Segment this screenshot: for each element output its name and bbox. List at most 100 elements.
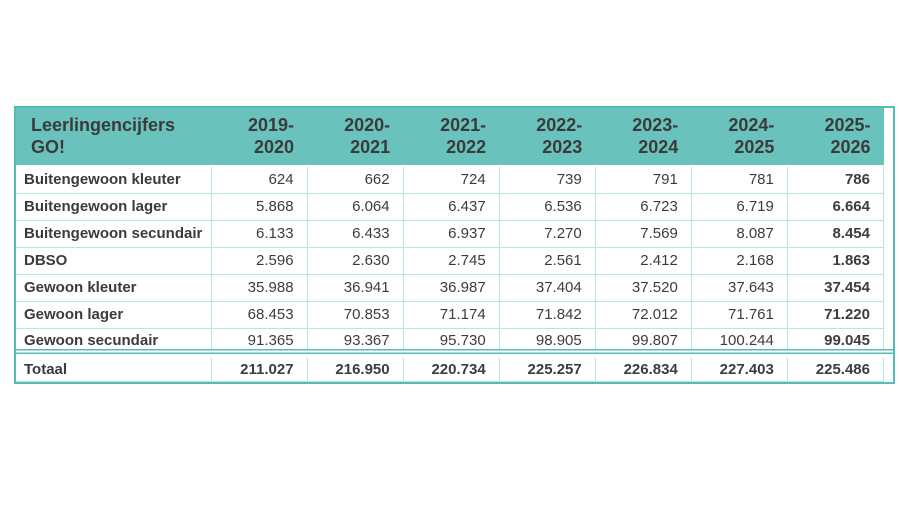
table-cell: 2.596 bbox=[210, 246, 308, 275]
year-header-line1: 2023- bbox=[632, 115, 679, 135]
table-row-dbso: DBSO 2.596 2.630 2.745 2.561 2.412 2.168… bbox=[16, 246, 885, 275]
table-cell: 68.453 bbox=[210, 300, 308, 329]
year-header-2023-2024: 2023- 2024 bbox=[595, 108, 692, 167]
table-cell: 36.987 bbox=[402, 273, 500, 302]
row-label: Gewoon kleuter bbox=[16, 273, 212, 302]
table-cell: 6.536 bbox=[498, 192, 596, 221]
data-table: Leerlingencijfers GO! 2019- 2020 2020- 2… bbox=[16, 108, 885, 382]
table-row-gewoon-lager: Gewoon lager 68.453 70.853 71.174 71.842… bbox=[16, 300, 885, 329]
year-header-2022-2023: 2022- 2023 bbox=[499, 108, 596, 167]
table-cell: 35.988 bbox=[210, 273, 308, 302]
table-cell: 71.842 bbox=[498, 300, 596, 329]
table-cell: 8.454 bbox=[786, 219, 885, 248]
table-cell: 6.433 bbox=[306, 219, 404, 248]
table-cell: 2.745 bbox=[402, 246, 500, 275]
table-cell: 95.730 bbox=[402, 327, 500, 356]
table-cell: 8.087 bbox=[690, 219, 788, 248]
table-cell: 71.174 bbox=[402, 300, 500, 329]
table-cell: 99.807 bbox=[594, 327, 692, 356]
table-cell: 36.941 bbox=[306, 273, 404, 302]
table-title: Leerlingencijfers GO! bbox=[16, 108, 211, 167]
table-cell: 37.404 bbox=[498, 273, 596, 302]
table-row-buitengewoon-kleuter: Buitengewoon kleuter 624 662 724 739 791… bbox=[16, 165, 885, 194]
leerlingencijfers-table: Leerlingencijfers GO! 2019- 2020 2020- 2… bbox=[14, 106, 895, 384]
total-cell: 211.027 bbox=[210, 355, 308, 382]
table-row-totaal: Totaal 211.027 216.950 220.734 225.257 2… bbox=[16, 355, 885, 382]
table-cell: 724 bbox=[402, 165, 500, 194]
table-cell: 739 bbox=[498, 165, 596, 194]
year-header-line2: 2026 bbox=[830, 137, 871, 157]
total-cell: 216.950 bbox=[306, 355, 404, 382]
row-label: Buitengewoon lager bbox=[16, 192, 212, 221]
year-header-line1: 2021- bbox=[440, 115, 487, 135]
year-header-line1: 2025- bbox=[824, 115, 871, 135]
header-row: Leerlingencijfers GO! 2019- 2020 2020- 2… bbox=[16, 108, 884, 167]
year-header-line1: 2020- bbox=[344, 115, 391, 135]
table-cell: 70.853 bbox=[306, 300, 404, 329]
total-label: Totaal bbox=[16, 355, 212, 382]
total-cell: 226.834 bbox=[594, 355, 692, 382]
table-cell: 6.437 bbox=[402, 192, 500, 221]
row-label: DBSO bbox=[16, 246, 212, 275]
table-row-buitengewoon-secundair: Buitengewoon secundair 6.133 6.433 6.937… bbox=[16, 219, 885, 248]
table-title-line1: Leerlingencijfers bbox=[31, 115, 176, 135]
year-header-line1: 2022- bbox=[536, 115, 583, 135]
year-header-line2: 2020 bbox=[254, 137, 295, 157]
row-label: Gewoon secundair bbox=[16, 327, 212, 356]
table-cell: 6.064 bbox=[306, 192, 404, 221]
table-cell: 37.643 bbox=[690, 273, 788, 302]
year-header-line1: 2024- bbox=[728, 115, 775, 135]
row-label: Gewoon lager bbox=[16, 300, 212, 329]
table-cell: 71.220 bbox=[786, 300, 885, 329]
total-cell: 225.486 bbox=[786, 355, 885, 382]
year-header-line2: 2024 bbox=[638, 137, 679, 157]
total-cell: 227.403 bbox=[690, 355, 788, 382]
total-cell: 225.257 bbox=[498, 355, 596, 382]
table-cell: 2.412 bbox=[594, 246, 692, 275]
table-cell: 98.905 bbox=[498, 327, 596, 356]
year-header-2025-2026: 2025- 2026 bbox=[787, 108, 884, 167]
table-cell: 37.520 bbox=[594, 273, 692, 302]
table-header: Leerlingencijfers GO! 2019- 2020 2020- 2… bbox=[16, 108, 884, 167]
table-title-line2: GO! bbox=[31, 137, 65, 157]
total-cell: 220.734 bbox=[402, 355, 500, 382]
table-cell: 624 bbox=[210, 165, 308, 194]
year-header-line1: 2019- bbox=[248, 115, 295, 135]
year-header-2024-2025: 2024- 2025 bbox=[691, 108, 788, 167]
table-cell: 6.664 bbox=[786, 192, 885, 221]
table-cell: 6.133 bbox=[210, 219, 308, 248]
table-body: Buitengewoon kleuter 624 662 724 739 791… bbox=[16, 165, 885, 382]
table-cell: 72.012 bbox=[594, 300, 692, 329]
table-cell: 93.367 bbox=[306, 327, 404, 356]
table-cell: 91.365 bbox=[210, 327, 308, 356]
table-cell: 662 bbox=[306, 165, 404, 194]
table-row-buitengewoon-lager: Buitengewoon lager 5.868 6.064 6.437 6.5… bbox=[16, 192, 885, 221]
table-cell: 7.569 bbox=[594, 219, 692, 248]
table-cell: 99.045 bbox=[786, 327, 885, 356]
table-cell: 6.937 bbox=[402, 219, 500, 248]
table-cell: 5.868 bbox=[210, 192, 308, 221]
year-header-line2: 2025 bbox=[734, 137, 775, 157]
table-cell: 1.863 bbox=[786, 246, 885, 275]
table-cell: 37.454 bbox=[786, 273, 885, 302]
year-header-line2: 2021 bbox=[350, 137, 391, 157]
table-cell: 2.168 bbox=[690, 246, 788, 275]
row-label: Buitengewoon secundair bbox=[16, 219, 212, 248]
year-header-line2: 2023 bbox=[542, 137, 583, 157]
table-cell: 781 bbox=[690, 165, 788, 194]
table-row-gewoon-kleuter: Gewoon kleuter 35.988 36.941 36.987 37.4… bbox=[16, 273, 885, 302]
table-cell: 2.630 bbox=[306, 246, 404, 275]
table-row-gewoon-secundair: Gewoon secundair 91.365 93.367 95.730 98… bbox=[16, 327, 885, 356]
year-header-2021-2022: 2021- 2022 bbox=[403, 108, 500, 167]
table-cell: 71.761 bbox=[690, 300, 788, 329]
table-cell: 6.719 bbox=[690, 192, 788, 221]
table-cell: 100.244 bbox=[690, 327, 788, 356]
table-cell: 791 bbox=[594, 165, 692, 194]
year-header-2019-2020: 2019- 2020 bbox=[211, 108, 308, 167]
table-cell: 6.723 bbox=[594, 192, 692, 221]
year-header-line2: 2022 bbox=[446, 137, 487, 157]
table-cell: 786 bbox=[786, 165, 885, 194]
row-label: Buitengewoon kleuter bbox=[16, 165, 212, 194]
year-header-2020-2021: 2020- 2021 bbox=[307, 108, 404, 167]
